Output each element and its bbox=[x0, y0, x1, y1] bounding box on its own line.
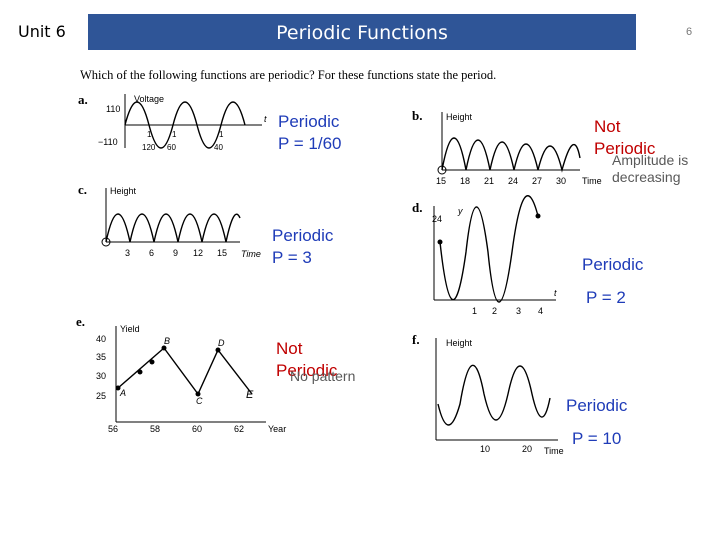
problem-d-label: d. bbox=[412, 200, 423, 215]
note-e: No pattern bbox=[290, 368, 356, 384]
graph-a-xtick-num: 1 bbox=[147, 130, 152, 139]
graph-b-xtick: 15 bbox=[436, 176, 446, 186]
problem-a-label: a. bbox=[78, 92, 88, 107]
graph-e-xlabel: Year bbox=[268, 424, 286, 434]
graph-c-xlabel: Time bbox=[241, 249, 261, 259]
graph-a-ytick-bottom: −110 bbox=[98, 137, 118, 147]
answer-b: Not Periodic bbox=[594, 116, 655, 160]
answer-b-line1: Not bbox=[594, 117, 621, 136]
graph-d-xlabel: t bbox=[554, 288, 557, 298]
graph-e-xtick: 56 bbox=[108, 424, 118, 434]
graph-f: Height Time 10 20 bbox=[435, 338, 564, 456]
graph-e-ytick: 35 bbox=[96, 352, 106, 362]
graph-e-point-label: D bbox=[218, 338, 225, 348]
graph-e-ytick: 40 bbox=[96, 334, 106, 344]
graph-a: Voltage t 110 −110 1 120 1 60 1 40 bbox=[98, 94, 267, 152]
graph-f-xtick: 20 bbox=[522, 444, 532, 454]
graph-a-xtick-denom: 60 bbox=[167, 143, 176, 152]
graph-c-xtick: 9 bbox=[173, 248, 178, 258]
answer-d-status: Periodic bbox=[582, 255, 644, 274]
answer-e-line2: Periodic bbox=[276, 361, 338, 380]
graph-e-point-label: B bbox=[164, 336, 170, 346]
problem-e-label: e. bbox=[76, 314, 86, 329]
answer-a-period: P = 1/60 bbox=[278, 134, 342, 153]
graph-e: Yield Year 40 35 30 25 56 58 60 62 A B C… bbox=[96, 324, 286, 434]
graph-f-ylabel: Height bbox=[446, 338, 473, 348]
graph-e-xtick: 60 bbox=[192, 424, 202, 434]
answer-e-line1: Not bbox=[276, 339, 303, 358]
answer-b-line2: Periodic bbox=[594, 139, 656, 158]
graph-e-ytick: 30 bbox=[96, 371, 106, 381]
graph-e-point-label: E bbox=[246, 389, 254, 401]
answer-f-status: Periodic bbox=[566, 396, 628, 415]
graph-f-xlabel: Time bbox=[544, 446, 564, 456]
graph-a-xtick-denom: 40 bbox=[214, 143, 223, 152]
graph-e-xtick: 58 bbox=[150, 424, 160, 434]
note-b-line2: decreasing bbox=[612, 169, 681, 185]
answer-c-period: P = 3 bbox=[272, 248, 312, 267]
answer-c: Periodic P = 3 bbox=[272, 225, 333, 269]
graph-d-xtick: 4 bbox=[538, 306, 543, 316]
graph-d: y t 24 1 2 3 4 bbox=[432, 195, 557, 316]
graph-e-point-label: C bbox=[196, 396, 203, 406]
graph-a-xtick-denom: 120 bbox=[142, 143, 156, 152]
graph-f-curve bbox=[437, 364, 551, 426]
graph-a-xtick-num: 1 bbox=[219, 130, 224, 139]
graph-e-xtick: 62 bbox=[234, 424, 244, 434]
graph-a-xtick-num: 1 bbox=[172, 130, 177, 139]
note-b-line1: Amplitude is bbox=[612, 152, 689, 168]
graph-d-ytick: 24 bbox=[432, 214, 442, 224]
graph-d-xtick: 2 bbox=[492, 306, 497, 316]
note-b: Amplitude is decreasing bbox=[612, 152, 688, 186]
answer-e: Not Periodic bbox=[276, 338, 337, 382]
answer-f-period: P = 10 bbox=[572, 429, 622, 448]
graph-a-curve bbox=[124, 101, 246, 149]
graph-a-ylabel: Voltage bbox=[134, 94, 164, 104]
page-title: Periodic Functions bbox=[276, 22, 448, 44]
graph-e-point-label: A bbox=[119, 388, 126, 398]
answer-d-period: P = 2 bbox=[586, 288, 626, 307]
graph-c-xtick: 15 bbox=[217, 248, 227, 258]
graph-e-ytick: 25 bbox=[96, 391, 106, 401]
graph-a-xlabel: t bbox=[264, 114, 267, 124]
graph-e-ylabel: Yield bbox=[120, 324, 140, 334]
graph-c-ylabel: Height bbox=[110, 186, 137, 196]
problem-f-label: f. bbox=[412, 332, 420, 347]
graph-b-ylabel: Height bbox=[446, 112, 473, 122]
graph-c: Height Time 3 6 9 12 15 bbox=[101, 186, 261, 259]
graph-d-xtick: 1 bbox=[472, 306, 477, 316]
page-number: 6 bbox=[686, 26, 693, 38]
graph-b-xtick: 24 bbox=[508, 176, 518, 186]
graph-b-xtick: 21 bbox=[484, 176, 494, 186]
graph-b: Height Time 15 18 21 24 27 30 bbox=[436, 112, 602, 186]
question-text: Which of the following functions are per… bbox=[80, 68, 497, 82]
graph-f-xtick: 10 bbox=[480, 444, 490, 454]
graph-b-curve bbox=[441, 137, 581, 173]
graph-b-xtick: 18 bbox=[460, 176, 470, 186]
graph-c-xtick: 3 bbox=[125, 248, 130, 258]
answer-c-status: Periodic bbox=[272, 226, 334, 245]
graph-d-ylabel: y bbox=[457, 206, 463, 216]
unit-label: Unit 6 bbox=[18, 22, 66, 41]
graph-b-xtick: 27 bbox=[532, 176, 542, 186]
problem-c-label: c. bbox=[78, 182, 88, 197]
answer-a: Periodic P = 1/60 bbox=[278, 111, 342, 155]
problem-b-label: b. bbox=[412, 108, 423, 123]
graph-b-xtick: 30 bbox=[556, 176, 566, 186]
graph-a-ytick-top: 110 bbox=[106, 104, 120, 114]
graph-d-curve bbox=[439, 195, 539, 303]
graph-c-xtick: 6 bbox=[149, 248, 154, 258]
graph-c-curve bbox=[105, 213, 241, 243]
graph-d-xtick: 3 bbox=[516, 306, 521, 316]
graph-c-xtick: 12 bbox=[193, 248, 203, 258]
answer-a-status: Periodic bbox=[278, 112, 340, 131]
title-banner: Periodic Functions bbox=[88, 14, 636, 50]
graph-b-xlabel: Time bbox=[582, 176, 602, 186]
